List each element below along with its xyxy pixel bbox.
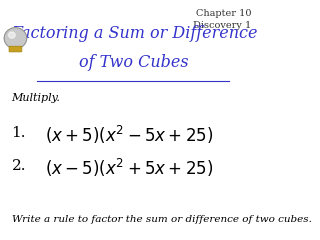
Text: Multiply.: Multiply. xyxy=(12,93,60,103)
Text: 2.: 2. xyxy=(12,159,26,173)
Text: of Two Cubes: of Two Cubes xyxy=(79,54,189,71)
Text: 1.: 1. xyxy=(12,126,26,140)
Text: Factoring a Sum or Difference: Factoring a Sum or Difference xyxy=(11,25,258,42)
Circle shape xyxy=(9,32,15,38)
Text: Write a rule to factor the sum or difference of two cubes.: Write a rule to factor the sum or differ… xyxy=(12,215,311,224)
Text: Chapter 10
Discovery 1: Chapter 10 Discovery 1 xyxy=(194,8,252,30)
Text: $(x+5)(x^2-5x+25)$: $(x+5)(x^2-5x+25)$ xyxy=(45,124,213,146)
Circle shape xyxy=(4,28,27,48)
FancyBboxPatch shape xyxy=(9,46,22,52)
Text: $(x-5)(x^2+5x+25)$: $(x-5)(x^2+5x+25)$ xyxy=(45,157,213,179)
